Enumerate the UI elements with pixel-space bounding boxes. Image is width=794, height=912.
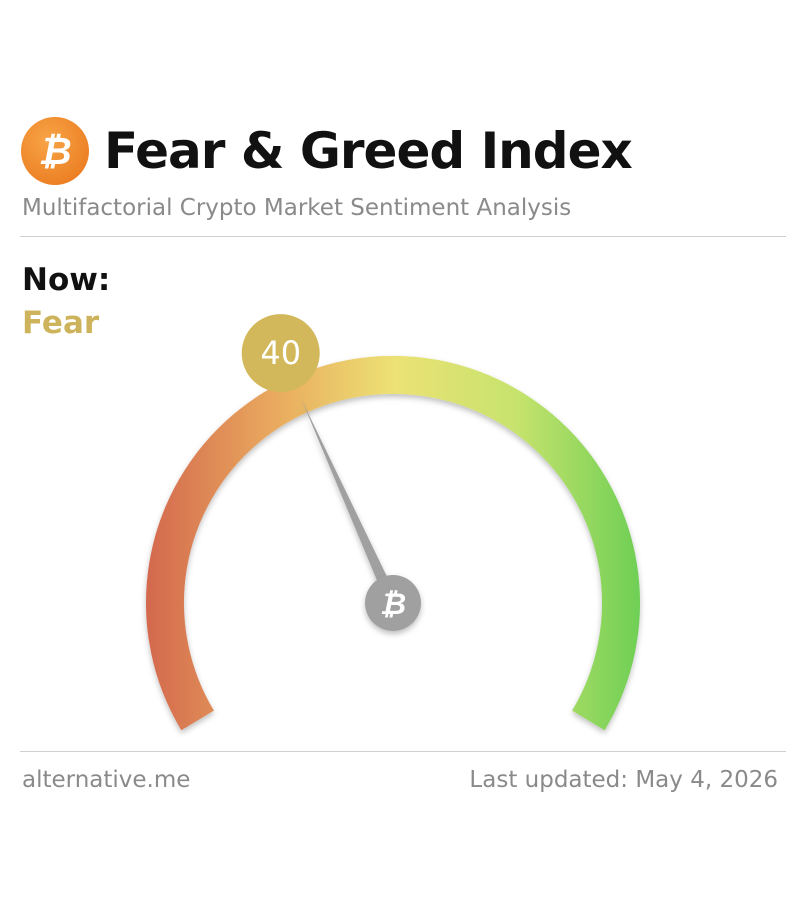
gauge-value-label: 40 [260, 334, 301, 372]
gauge-hub: ₿ [365, 575, 421, 631]
footer-divider [20, 751, 786, 752]
page-title: Fear & Greed Index [104, 122, 633, 180]
bitcoin-hub-icon: ₿ [380, 587, 406, 622]
footer-last-updated: Last updated: May 4, 2026 [469, 767, 778, 793]
svg-text:₿: ₿ [38, 129, 71, 173]
header-divider [20, 236, 786, 237]
bitcoin-logo-icon: ₿ [21, 117, 89, 185]
now-classification: Fear [22, 305, 100, 341]
gauge-value-badge: 40 [241, 314, 320, 393]
gauge-needle [301, 398, 399, 606]
gauge-scale-arc [146, 356, 640, 731]
footer-source: alternative.me [22, 767, 191, 793]
page-subtitle: Multifactorial Crypto Market Sentiment A… [22, 195, 572, 221]
now-label: Now: [22, 262, 111, 298]
